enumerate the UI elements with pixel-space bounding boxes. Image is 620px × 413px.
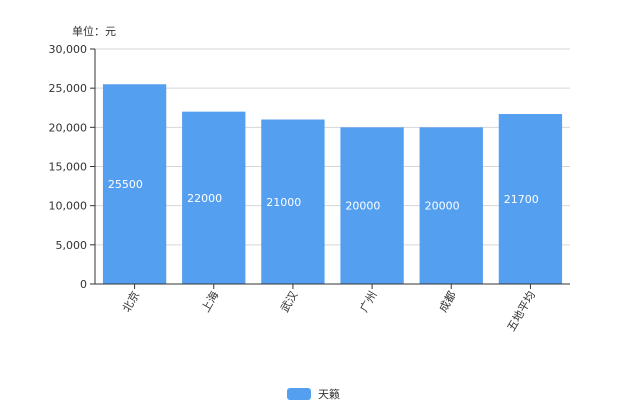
y-tick-label: 25,000: [49, 82, 88, 95]
legend[interactable]: 天籁: [287, 387, 340, 401]
bar-value-label: 20000: [425, 200, 460, 213]
y-tick-label: 5,000: [56, 239, 88, 252]
bar[interactable]: [340, 127, 404, 284]
bar-value-label: 21700: [504, 193, 539, 206]
bar[interactable]: [498, 114, 563, 285]
x-tick-label: 成都: [437, 289, 459, 315]
legend-swatch[interactable]: [287, 388, 311, 400]
y-tick-label: 20,000: [49, 121, 88, 134]
bar-value-label: 20000: [345, 200, 380, 213]
legend-label[interactable]: 天籁: [318, 387, 340, 401]
bar[interactable]: [102, 84, 167, 284]
bar-value-label: 22000: [187, 192, 222, 205]
y-axis-ticks: 0 5,000 10,000 15,000 20,000 25,000 30,000: [49, 43, 95, 291]
x-axis-ticks: 北京 上海 武汉 广州 成都 五地平均: [119, 284, 538, 334]
unit-label: 单位：元: [72, 24, 116, 38]
gridlines: [95, 48, 570, 246]
bar[interactable]: [419, 127, 483, 284]
bar[interactable]: [182, 111, 246, 285]
y-tick-label: 30,000: [49, 43, 88, 56]
y-tick-label: 15,000: [49, 161, 88, 174]
y-tick-label: 10,000: [49, 200, 88, 213]
bar[interactable]: [261, 119, 325, 285]
bar-value-label: 25500: [108, 178, 143, 191]
y-tick-label: 0: [80, 278, 87, 291]
x-tick-label: 武汉: [278, 289, 300, 315]
x-tick-label: 上海: [198, 289, 221, 315]
bar-value-label: 21000: [266, 196, 301, 209]
bars: 25500 22000 21000 20000 20000 21700: [102, 84, 563, 285]
x-tick-label: 北京: [119, 289, 142, 315]
x-tick-label: 五地平均: [505, 289, 538, 334]
x-tick-label: 广州: [357, 289, 379, 315]
